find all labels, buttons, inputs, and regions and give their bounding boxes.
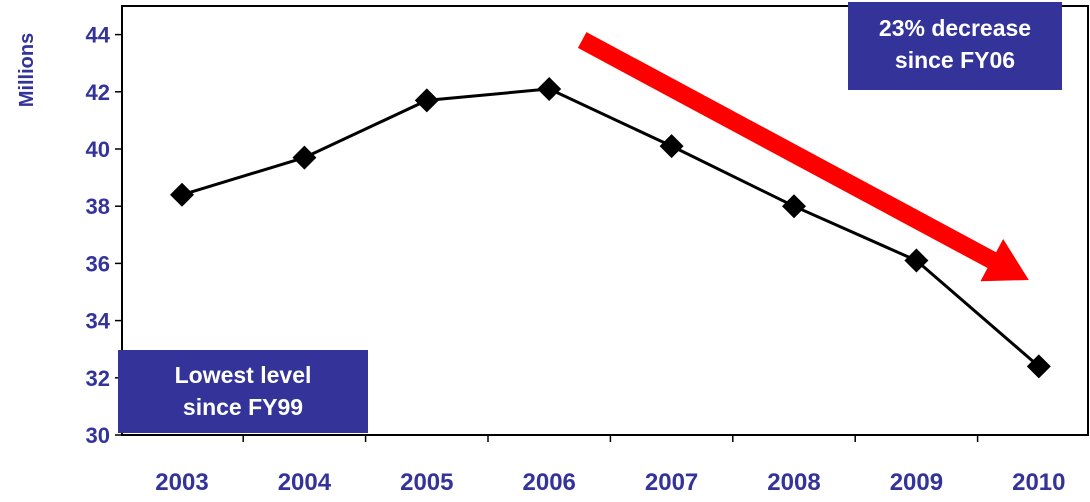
y-tick-label: 42 — [86, 80, 110, 105]
y-tick-label: 32 — [86, 366, 110, 391]
x-tick-label: 2010 — [1012, 469, 1065, 496]
x-tick-label: 2006 — [523, 469, 576, 496]
trend-arrow-layer — [577, 32, 1029, 282]
data-point-marker — [414, 88, 439, 113]
trend-arrow — [577, 32, 1029, 282]
callout-box-decrease — [848, 2, 1062, 90]
y-tick-label: 38 — [86, 194, 110, 219]
x-tick-label: 2003 — [155, 469, 208, 496]
y-tick-label: 40 — [86, 137, 110, 162]
y-tick-label: 30 — [86, 423, 110, 448]
data-point-marker — [292, 145, 317, 170]
data-point-marker — [659, 134, 684, 159]
series-layer — [170, 76, 1051, 379]
x-tick-label: 2004 — [278, 469, 332, 496]
callout-lowest-text: since FY99 — [183, 394, 303, 420]
data-point-marker — [170, 182, 194, 207]
x-tick-label: 2005 — [400, 469, 453, 496]
y-tick-label: 44 — [86, 23, 111, 48]
callout-decrease-text: 23% decrease — [879, 15, 1031, 41]
data-point-marker — [782, 194, 806, 219]
series-line — [181, 87, 1040, 368]
data-point-marker — [904, 248, 929, 273]
x-tick-label: 2007 — [645, 469, 698, 496]
callout-box-lowest — [118, 350, 368, 433]
y-tick-label: 36 — [86, 251, 110, 276]
x-tick-label: 2009 — [890, 469, 943, 496]
data-point-marker — [537, 76, 562, 101]
callout-decrease-text: since FY06 — [895, 47, 1015, 73]
callout-layer: 23% decrease since FY06 Lowest level since … — [118, 2, 1062, 433]
data-point-marker — [1026, 354, 1051, 379]
y-tick-label: 34 — [86, 309, 111, 334]
y-axis-label: Millions — [16, 33, 38, 107]
x-tick-label: 2008 — [767, 469, 820, 496]
chart-axes: 30 32 34 36 38 40 42 44 2003 2004 2005 2006 2007 2008… — [86, 5, 1089, 496]
plot-frame — [121, 5, 1089, 436]
callout-lowest-text: Lowest level — [175, 362, 312, 388]
